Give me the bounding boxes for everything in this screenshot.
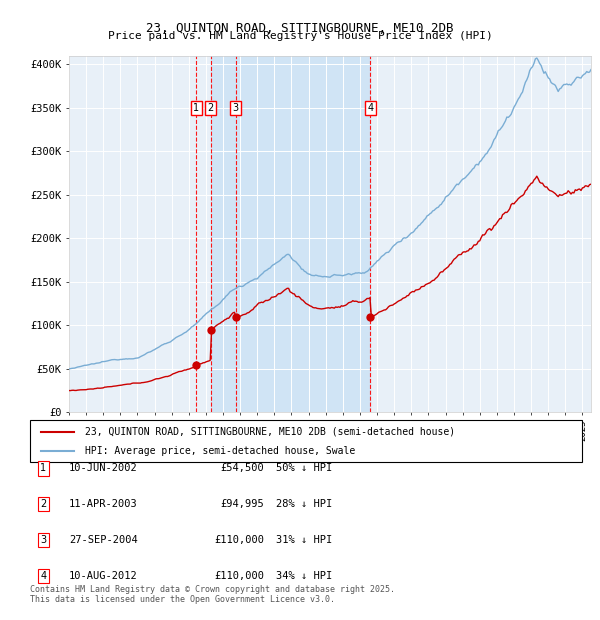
Text: 10-AUG-2012: 10-AUG-2012 (69, 571, 138, 581)
Bar (211, 56, 370, 412)
Text: £110,000: £110,000 (214, 571, 264, 581)
Text: 11-APR-2003: 11-APR-2003 (69, 499, 138, 509)
Text: 2: 2 (40, 499, 46, 509)
Text: 1: 1 (40, 463, 46, 473)
Text: 27-SEP-2004: 27-SEP-2004 (69, 535, 138, 545)
Text: £54,500: £54,500 (220, 463, 264, 473)
Text: £94,995: £94,995 (220, 499, 264, 509)
Text: 10-JUN-2002: 10-JUN-2002 (69, 463, 138, 473)
Text: HPI: Average price, semi-detached house, Swale: HPI: Average price, semi-detached house,… (85, 446, 355, 456)
Text: 34% ↓ HPI: 34% ↓ HPI (276, 571, 332, 581)
Text: 4: 4 (367, 103, 373, 113)
Text: 3: 3 (233, 103, 239, 113)
Text: 1: 1 (193, 103, 199, 113)
Text: 50% ↓ HPI: 50% ↓ HPI (276, 463, 332, 473)
Text: Contains HM Land Registry data © Crown copyright and database right 2025.
This d: Contains HM Land Registry data © Crown c… (30, 585, 395, 604)
Text: £110,000: £110,000 (214, 535, 264, 545)
FancyBboxPatch shape (30, 420, 582, 462)
Text: 23, QUINTON ROAD, SITTINGBOURNE, ME10 2DB (semi-detached house): 23, QUINTON ROAD, SITTINGBOURNE, ME10 2D… (85, 427, 455, 436)
Text: 28% ↓ HPI: 28% ↓ HPI (276, 499, 332, 509)
Text: 4: 4 (40, 571, 46, 581)
Text: 2: 2 (208, 103, 214, 113)
Text: 31% ↓ HPI: 31% ↓ HPI (276, 535, 332, 545)
Text: 3: 3 (40, 535, 46, 545)
Text: Price paid vs. HM Land Registry's House Price Index (HPI): Price paid vs. HM Land Registry's House … (107, 31, 493, 41)
Text: 23, QUINTON ROAD, SITTINGBOURNE, ME10 2DB: 23, QUINTON ROAD, SITTINGBOURNE, ME10 2D… (146, 22, 454, 35)
